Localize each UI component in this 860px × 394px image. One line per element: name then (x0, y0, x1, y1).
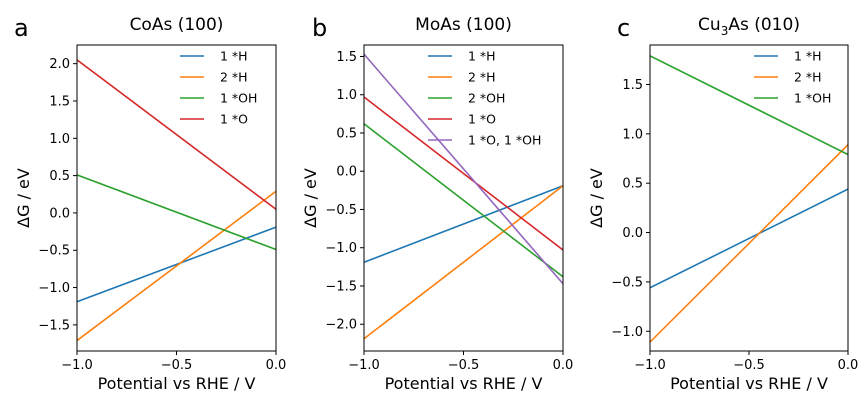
legend-label-0: 1 *H (794, 49, 822, 64)
y-tick-label: −0.5 (325, 203, 357, 218)
y-tick-label: −1.0 (325, 241, 357, 256)
panel-b: −1.0 −0.5 0.0 −2.0 −1.5 −1.0 −0.5 0.0 0.5 1.0 1.5 P… (301, 14, 573, 393)
y-tick-label: −0.5 (611, 275, 643, 290)
legend-label-2: 2 *OH (468, 91, 505, 106)
x-tick-label: 0.0 (266, 358, 287, 373)
series-line-4 (364, 53, 563, 285)
y-tick-label: 1.0 (49, 132, 70, 147)
y-tick-label: 0.0 (336, 165, 357, 180)
y-tick-label: −2.0 (325, 318, 357, 333)
series-line-2 (650, 55, 848, 156)
legend-label-1: 2 *H (468, 70, 496, 85)
y-tick-label: −1.0 (611, 325, 643, 340)
legend-label-2: 1 *OH (794, 91, 831, 106)
series-line-0 (77, 226, 276, 303)
y-tick-label: −1.5 (38, 318, 70, 333)
y-tick-label: 0.0 (49, 206, 70, 221)
x-axis-label: Potential vs RHE / V (98, 374, 256, 393)
panel-a: −1.0 −0.5 0.0 −1.5 −1.0 −0.5 0.0 0.5 1.0 1.5 2.0 Po… (14, 14, 286, 393)
y-tick-label: 0.0 (622, 226, 643, 241)
y-tick-label: 1.0 (622, 127, 643, 142)
legend-label-0: 1 *H (220, 49, 248, 64)
y-axis-label: ΔG / eV (301, 168, 320, 228)
panel-letter: c (617, 14, 630, 42)
panel-letter: a (14, 14, 29, 42)
series-line-2 (364, 123, 563, 278)
series-line-0 (650, 188, 848, 289)
panel-title: MoAs (100) (415, 15, 512, 35)
y-tick-label: 0.5 (622, 177, 643, 192)
x-tick-label: −1.0 (61, 358, 93, 373)
panel-letter: b (312, 14, 327, 42)
y-tick-label: 1.5 (336, 50, 357, 65)
y-tick-label: −1.0 (38, 281, 70, 296)
legend-label-3: 1 *O (468, 112, 496, 127)
y-tick-label: 2.0 (49, 57, 70, 72)
panel-title: Cu3As (010) (698, 15, 800, 38)
y-tick-label: 1.5 (622, 78, 643, 93)
legend-label-2: 1 *OH (220, 91, 257, 106)
series-line-3 (364, 96, 563, 251)
x-tick-label: −0.5 (448, 358, 480, 373)
legend-label-3: 1 *O (220, 112, 248, 127)
y-tick-label: 1.0 (336, 88, 357, 103)
series-group (77, 59, 276, 342)
x-tick-label: −1.0 (634, 358, 666, 373)
series-line-1 (77, 190, 276, 342)
legend: 1 *H 2 *H 1 *OH 1 *O (180, 49, 257, 127)
series-line-0 (364, 185, 563, 264)
y-tick-label: 0.5 (336, 126, 357, 141)
legend-label-1: 2 *H (794, 70, 822, 85)
y-axis-label: ΔG / eV (587, 168, 606, 228)
series-line-3 (77, 59, 276, 210)
series-group (364, 53, 563, 340)
x-tick-label: −0.5 (733, 358, 765, 373)
series-line-2 (77, 174, 276, 251)
series-line-1 (364, 185, 563, 340)
y-tick-label: 0.5 (49, 169, 70, 184)
x-tick-label: −0.5 (161, 358, 193, 373)
legend-label-1: 2 *H (220, 70, 248, 85)
y-tick-label: 1.5 (49, 94, 70, 109)
y-tick-label: −1.5 (325, 279, 357, 294)
y-tick-label: −0.5 (38, 244, 70, 259)
legend-label-4: 1 *O, 1 *OH (468, 133, 541, 148)
y-axis-label: ΔG / eV (14, 168, 33, 228)
x-axis-label: Potential vs RHE / V (670, 374, 828, 393)
series-group (650, 55, 848, 343)
legend: 1 *H 2 *H 1 *OH (754, 49, 831, 106)
panel-c: −1.0 −0.5 0.0 −1.0 −0.5 0.0 0.5 1.0 1.5 Potential… (587, 14, 858, 393)
panel-title: CoAs (100) (130, 15, 224, 35)
x-tick-label: 0.0 (838, 358, 859, 373)
legend-label-0: 1 *H (468, 49, 496, 64)
x-tick-label: 0.0 (553, 358, 574, 373)
legend: 1 *H 2 *H 2 *OH 1 *O 1 *O, 1 *OH (428, 49, 541, 148)
series-line-1 (650, 144, 848, 343)
x-axis-label: Potential vs RHE / V (385, 374, 543, 393)
x-tick-label: −1.0 (348, 358, 380, 373)
